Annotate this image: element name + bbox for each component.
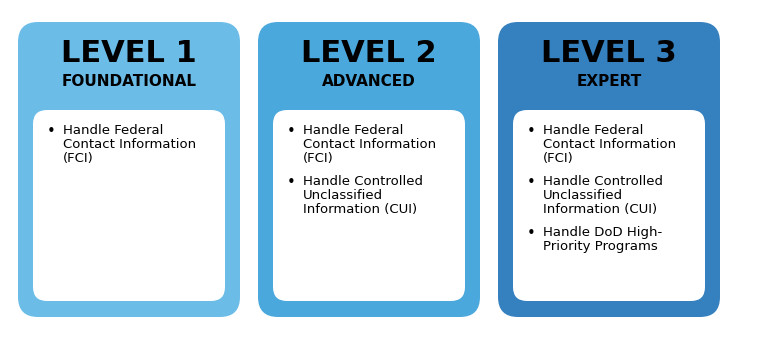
Text: Contact Information: Contact Information [303, 138, 436, 151]
Text: Information (CUI): Information (CUI) [303, 203, 417, 216]
FancyBboxPatch shape [513, 110, 705, 301]
Text: LEVEL 2: LEVEL 2 [301, 40, 437, 68]
Text: •: • [287, 175, 295, 190]
Text: Information (CUI): Information (CUI) [543, 203, 657, 216]
Text: •: • [526, 175, 536, 190]
Text: Handle Federal: Handle Federal [303, 124, 404, 137]
Text: Contact Information: Contact Information [543, 138, 676, 151]
Text: FOUNDATIONAL: FOUNDATIONAL [62, 75, 196, 89]
Text: ADVANCED: ADVANCED [322, 75, 416, 89]
Text: •: • [526, 124, 536, 139]
Text: LEVEL 1: LEVEL 1 [61, 40, 197, 68]
Text: •: • [46, 124, 56, 139]
FancyBboxPatch shape [33, 110, 225, 301]
Text: Handle Federal: Handle Federal [63, 124, 163, 137]
Text: (FCI): (FCI) [303, 152, 334, 165]
Text: •: • [526, 226, 536, 241]
Text: Handle DoD High-: Handle DoD High- [543, 226, 662, 239]
FancyBboxPatch shape [273, 110, 465, 301]
Text: Handle Federal: Handle Federal [543, 124, 643, 137]
Text: Unclassified: Unclassified [543, 189, 623, 202]
Text: Contact Information: Contact Information [63, 138, 196, 151]
FancyBboxPatch shape [498, 22, 720, 317]
FancyBboxPatch shape [258, 22, 480, 317]
Text: EXPERT: EXPERT [577, 75, 642, 89]
Text: (FCI): (FCI) [543, 152, 574, 165]
Text: LEVEL 3: LEVEL 3 [541, 40, 677, 68]
FancyBboxPatch shape [18, 22, 240, 317]
Text: •: • [287, 124, 295, 139]
Text: Unclassified: Unclassified [303, 189, 383, 202]
Text: (FCI): (FCI) [63, 152, 94, 165]
Text: Handle Controlled: Handle Controlled [303, 175, 423, 188]
Text: Priority Programs: Priority Programs [543, 240, 658, 253]
Text: Handle Controlled: Handle Controlled [543, 175, 663, 188]
